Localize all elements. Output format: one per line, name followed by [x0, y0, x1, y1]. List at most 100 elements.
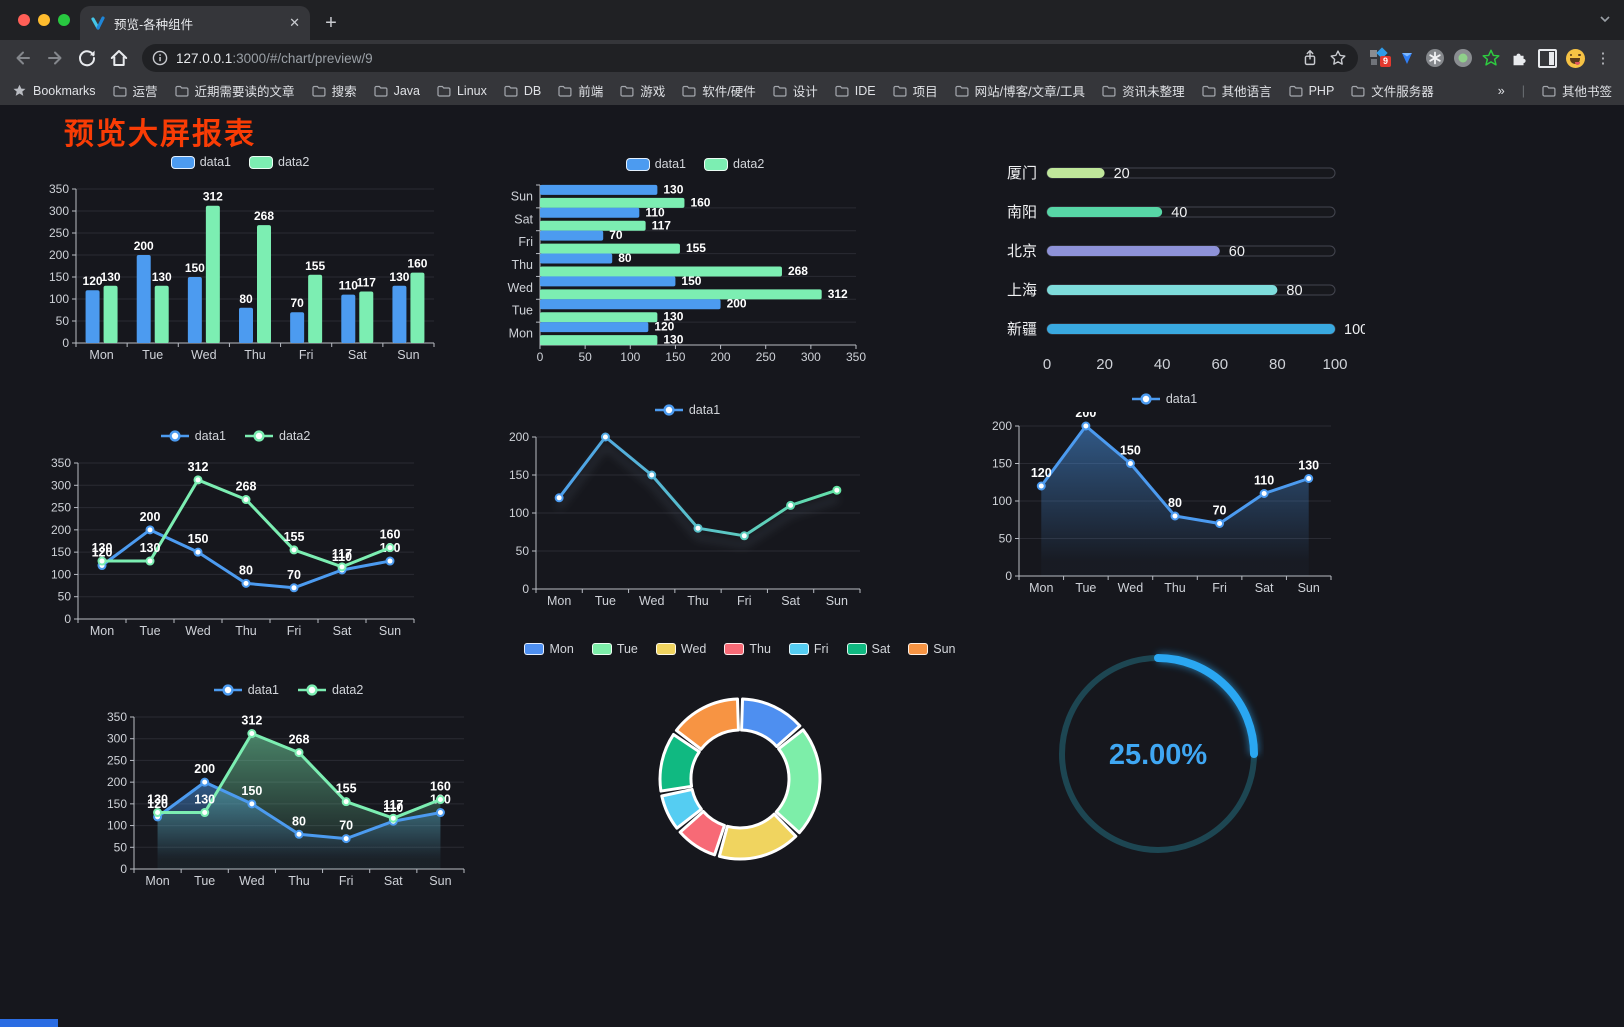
browser-menu-icon[interactable]: ⋮: [1595, 50, 1611, 67]
legend-item[interactable]: data1: [654, 403, 720, 417]
page-info-icon[interactable]: [152, 50, 168, 66]
extension-star-icon[interactable]: [1478, 43, 1504, 73]
bookmark-folder[interactable]: 软件/硬件: [682, 81, 756, 100]
legend-item[interactable]: Sun: [908, 642, 956, 656]
svg-text:110: 110: [645, 205, 665, 219]
extension-badge: 9: [1379, 56, 1391, 67]
extension-green-dot-icon[interactable]: [1450, 43, 1476, 73]
svg-text:155: 155: [305, 259, 325, 273]
svg-text:100: 100: [992, 494, 1012, 508]
svg-text:60: 60: [1229, 244, 1245, 260]
minimize-window-button[interactable]: [38, 14, 50, 26]
svg-text:100: 100: [49, 292, 69, 306]
close-window-button[interactable]: [18, 14, 30, 26]
svg-text:200: 200: [140, 510, 161, 524]
svg-text:80: 80: [1168, 496, 1182, 510]
bookmark-folder[interactable]: 前端: [558, 81, 603, 100]
legend-item[interactable]: data2: [244, 429, 310, 443]
bookmark-folder[interactable]: 网站/博客/文章/工具: [955, 81, 1085, 100]
other-bookmarks[interactable]: 其他书签: [1542, 81, 1612, 100]
legend-item[interactable]: data1: [1131, 392, 1197, 406]
back-icon[interactable]: [8, 43, 38, 73]
bookmark-folder-label: 其他语言: [1221, 85, 1272, 99]
svg-text:300: 300: [107, 732, 127, 746]
legend-item[interactable]: data2: [704, 157, 764, 171]
home-icon[interactable]: [104, 43, 134, 73]
legend-label: data2: [279, 429, 311, 443]
bookmark-folder-label: PHP: [1308, 83, 1335, 98]
legend-item[interactable]: Fri: [788, 642, 829, 656]
svg-text:130: 130: [663, 310, 683, 324]
extension-puzzle-icon[interactable]: [1506, 43, 1532, 73]
folder-icon: [311, 85, 326, 97]
svg-text:160: 160: [407, 257, 427, 271]
svg-text:268: 268: [289, 733, 310, 747]
bookmarks-root[interactable]: Bookmarks: [12, 83, 96, 98]
extension-gem-icon[interactable]: [1394, 43, 1420, 73]
legend-item[interactable]: data1: [170, 155, 231, 169]
svg-text:350: 350: [49, 182, 69, 196]
line-chart-two-series: data1 data2 0 50 100 150 200 250 300 350 Mon Tue Wed…: [42, 423, 428, 641]
svg-text:Sun: Sun: [1298, 581, 1320, 595]
bookmark-folder[interactable]: 运营: [112, 81, 158, 100]
new-tab-button[interactable]: +: [325, 11, 337, 34]
svg-text:150: 150: [1120, 444, 1141, 458]
svg-text:Tue: Tue: [139, 624, 160, 638]
extension-asterisk-icon[interactable]: [1422, 43, 1448, 73]
folder-icon: [437, 85, 451, 97]
maximize-window-button[interactable]: [58, 14, 70, 26]
svg-text:Sat: Sat: [781, 594, 800, 608]
bookmark-folder[interactable]: 设计: [773, 81, 818, 100]
svg-text:150: 150: [681, 274, 701, 288]
bookmark-folder[interactable]: 游戏: [620, 81, 665, 100]
legend-item[interactable]: Sat: [846, 642, 890, 656]
forward-icon[interactable]: [40, 43, 70, 73]
bookmark-folder[interactable]: PHP: [1288, 81, 1335, 100]
chart-legend: data1: [654, 397, 720, 423]
extension-panel-icon[interactable]: [1534, 43, 1560, 73]
svg-text:350: 350: [107, 710, 127, 724]
svg-text:120: 120: [83, 274, 103, 288]
svg-text:110: 110: [1254, 474, 1274, 488]
legend-item[interactable]: data2: [249, 155, 309, 169]
legend-item[interactable]: Tue: [591, 642, 638, 656]
svg-text:150: 150: [107, 797, 127, 811]
extension-emoji-icon[interactable]: [1562, 43, 1588, 73]
bookmark-folder-list: 运营 近期需要读的文章 搜索 Java Linux DB 前端 游戏 软件/硬件 设计 IDE 项目 网…: [112, 81, 1434, 100]
bookmark-folder[interactable]: DB: [504, 81, 541, 100]
url-bar[interactable]: 127.0.0.1:3000/#/chart/preview/9: [142, 44, 1358, 72]
reload-icon[interactable]: [72, 43, 102, 73]
bookmark-folder[interactable]: 项目: [893, 81, 938, 100]
svg-text:50: 50: [578, 350, 592, 364]
bookmark-folder[interactable]: IDE: [835, 81, 876, 100]
browser-tab[interactable]: 预览-各种组件 ✕: [80, 6, 310, 40]
extension-grid-icon[interactable]: 9: [1366, 43, 1392, 73]
svg-text:117: 117: [652, 218, 672, 232]
bookmark-folder[interactable]: Linux: [437, 81, 487, 100]
bookmark-star-icon[interactable]: [1328, 48, 1348, 68]
legend-item[interactable]: Mon: [524, 642, 574, 656]
legend-item[interactable]: data2: [297, 683, 363, 697]
svg-text:Thu: Thu: [244, 348, 266, 362]
svg-text:上海: 上海: [1007, 282, 1037, 299]
share-icon[interactable]: [1300, 48, 1320, 68]
svg-text:70: 70: [290, 296, 304, 310]
legend-item[interactable]: data1: [160, 429, 226, 443]
bookmark-folder[interactable]: 文件服务器: [1351, 81, 1434, 100]
bookmarks-overflow-chevron[interactable]: »: [1497, 83, 1505, 98]
legend-item[interactable]: data1: [213, 683, 279, 697]
bookmark-folder[interactable]: 其他语言: [1201, 81, 1272, 100]
legend-item[interactable]: Thu: [724, 642, 771, 656]
svg-text:130: 130: [140, 541, 161, 555]
bookmark-folder[interactable]: 搜索: [311, 81, 357, 100]
bookmark-folder[interactable]: Java: [373, 81, 420, 100]
tabstrip-chevron-down-icon[interactable]: [1598, 12, 1612, 26]
svg-text:Tue: Tue: [142, 348, 163, 362]
bookmark-folder[interactable]: 近期需要读的文章: [174, 81, 295, 100]
tab-close-icon[interactable]: ✕: [289, 15, 300, 30]
bookmark-folder[interactable]: 资讯未整理: [1102, 81, 1185, 100]
legend-item[interactable]: data1: [625, 157, 686, 171]
legend-label: Sun: [933, 642, 956, 656]
svg-text:155: 155: [336, 782, 357, 796]
legend-item[interactable]: Wed: [655, 642, 706, 656]
